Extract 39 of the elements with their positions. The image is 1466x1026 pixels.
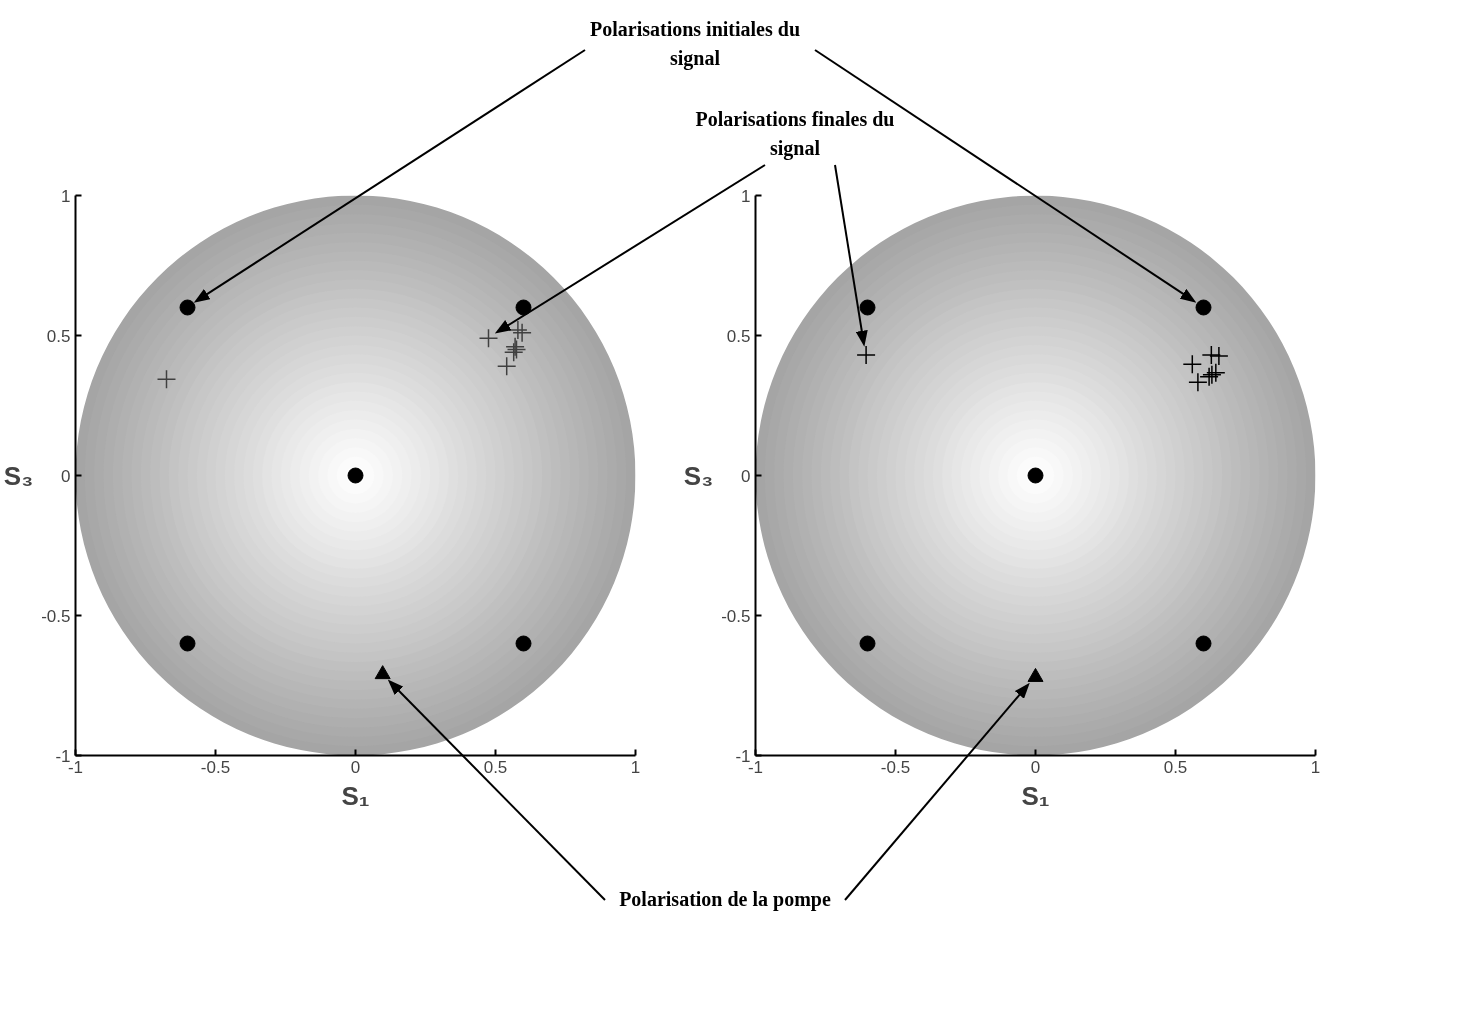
text: Polarisations initiales du signal (589, 17, 801, 72)
x-tick-label: -0.5 (880, 757, 911, 777)
text: Polarisations finales du signal (695, 107, 895, 162)
point (1195, 299, 1212, 316)
x-axis-title: S₁ (1021, 780, 1050, 811)
y-tick-label: 0 (61, 466, 71, 486)
y-tick-label: -0.5 (721, 606, 751, 626)
y-axis-title: S₃ (683, 460, 714, 491)
y-tick-label: 0.5 (726, 326, 751, 346)
point (856, 345, 876, 365)
x-tick-label: 1 (630, 757, 641, 777)
point (496, 356, 517, 377)
y-tick-label: 0.5 (46, 326, 71, 346)
point (179, 635, 196, 652)
point (515, 635, 532, 652)
point (374, 665, 391, 680)
x-tick-label: 1 (1310, 757, 1321, 777)
x-tick-label: -0.5 (200, 757, 231, 777)
y-axis-title: S₃ (3, 460, 34, 491)
point (859, 299, 876, 316)
point (1188, 372, 1208, 393)
point (156, 369, 177, 389)
x-tick-label: 0.5 (1163, 757, 1188, 777)
x-tick-label: 0 (1030, 757, 1041, 777)
y-tick-label: -0.5 (41, 606, 71, 626)
y-tick-label: 0 (741, 466, 751, 486)
x-axis-title: S₁ (341, 780, 370, 811)
y-tick-label: 1 (61, 186, 71, 206)
x-tick-label: 0 (350, 757, 361, 777)
y-tick-label: 1 (741, 186, 751, 206)
point (179, 299, 196, 316)
point (1182, 354, 1203, 375)
point (859, 635, 876, 652)
point (478, 328, 499, 349)
point (515, 299, 532, 316)
x-tick-label: 0.5 (483, 757, 508, 777)
point (1209, 346, 1229, 366)
text: Polarisation de la pompe (618, 887, 832, 913)
point (1195, 635, 1212, 652)
